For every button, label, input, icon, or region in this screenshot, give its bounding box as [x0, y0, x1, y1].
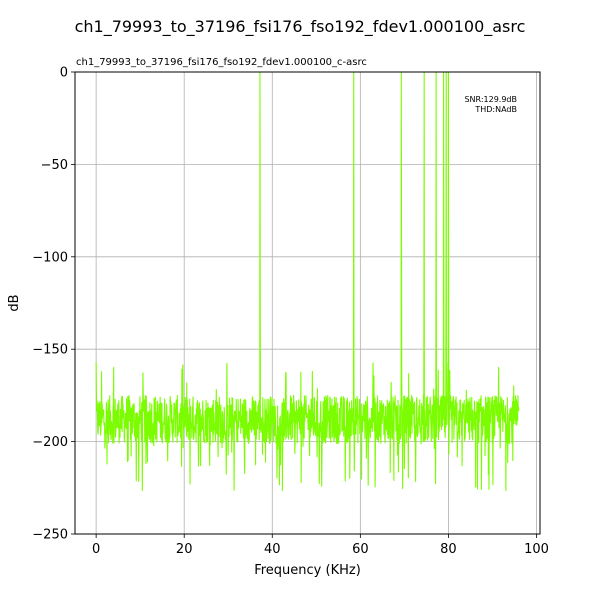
x-tick-label: 40 [264, 542, 281, 557]
figure-suptitle: ch1_79993_to_37196_fsi176_fso192_fdev1.0… [75, 17, 526, 37]
y-tick-label: −150 [32, 343, 68, 358]
y-tick-label: −100 [32, 250, 68, 265]
y-tick-label: −50 [41, 158, 68, 173]
x-tick-label: 0 [92, 542, 100, 557]
plot-frame [74, 71, 541, 535]
snr-annotation: SNR:129.9dB [464, 95, 517, 104]
series-layer [95, 72, 520, 492]
y-tick-label: −250 [32, 528, 68, 543]
x-tick-label: 20 [176, 542, 193, 557]
x-tick-label: 60 [352, 542, 369, 557]
y-tick-label: −200 [32, 435, 68, 450]
thd-annotation: THD:NAdB [474, 105, 517, 114]
x-axis-label: Frequency (KHz) [254, 563, 361, 578]
chart-title: ch1_79993_to_37196_fsi176_fso192_fdev1.0… [76, 57, 367, 68]
x-tick-label: 80 [440, 542, 457, 557]
x-axis: 0 20 40 60 80 100 [92, 534, 549, 557]
y-tick-label: 0 [60, 66, 68, 81]
y-axis-label: dB [7, 294, 22, 311]
spectrum-series-line [95, 72, 520, 492]
y-axis: 0 −50 −100 −150 −200 −250 [32, 66, 75, 543]
x-tick-label: 100 [524, 542, 549, 557]
